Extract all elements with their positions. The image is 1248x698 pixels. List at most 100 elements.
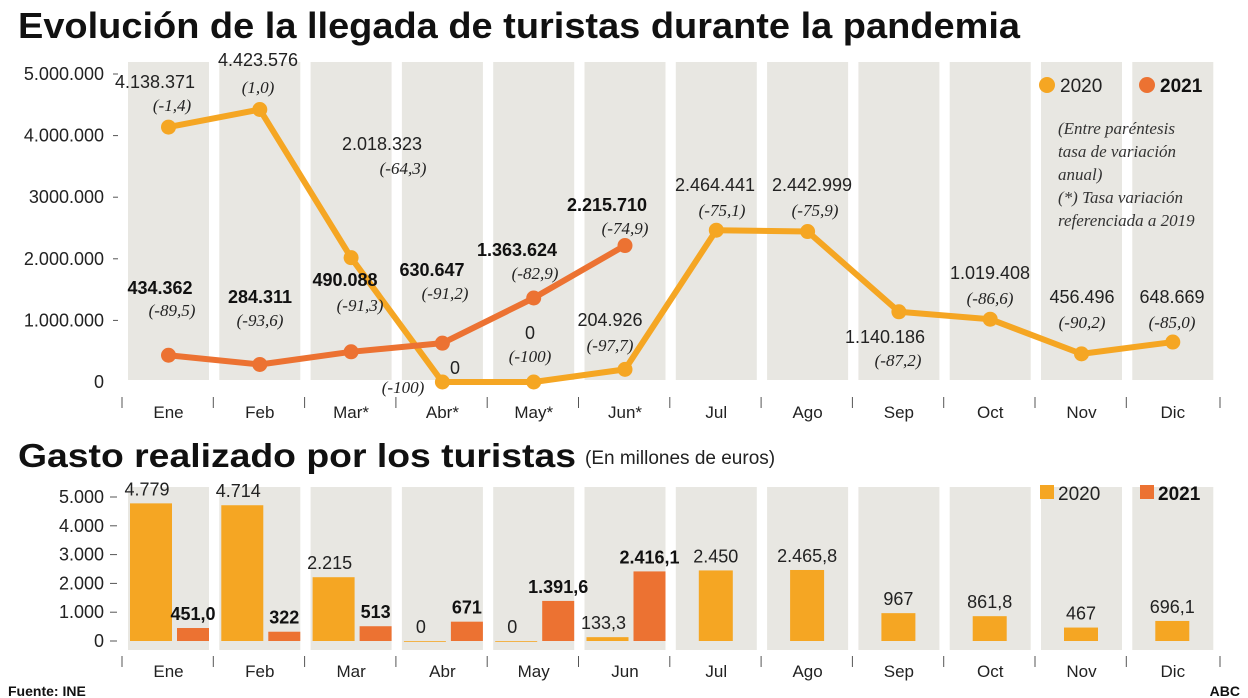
data-label-2020: 1.140.186 — [845, 327, 925, 347]
variation-label-2020: (-64,3) — [380, 159, 427, 178]
variation-label-2020: (-97,7) — [587, 336, 634, 355]
y-tick-label: 5.000 — [59, 487, 104, 507]
bar-label-2020: 967 — [883, 589, 913, 609]
variation-label-2020: (-100) — [509, 347, 552, 366]
y-tick-label: 5.000.000 — [24, 64, 104, 84]
data-point-2020 — [526, 374, 542, 390]
variation-label-2021: (-74,9) — [602, 219, 649, 238]
note-line: anual) — [1058, 165, 1103, 184]
bar-2020 — [221, 505, 264, 641]
bar-label-2020: 4.779 — [124, 479, 169, 499]
x-tick-label: Sep — [884, 662, 914, 681]
legend-2020-label: 2020 — [1060, 76, 1102, 97]
x-tick-label: May — [518, 662, 551, 681]
data-label-2021: 630.647 — [399, 260, 464, 280]
x-tick-label: Feb — [245, 403, 274, 422]
data-point-2020 — [891, 304, 907, 320]
y-tick-label: 3000.000 — [29, 187, 104, 207]
legend-2021-label: 2021 — [1160, 76, 1203, 97]
variation-label-2020: (-75,9) — [792, 201, 839, 220]
bar-2021 — [268, 631, 301, 641]
data-label-2020: 4.138.371 — [115, 72, 195, 92]
bar-2021 — [542, 600, 575, 641]
bar-2020 — [790, 569, 825, 641]
month-panel — [1041, 487, 1122, 650]
bar-label-2020: 2.450 — [693, 546, 738, 566]
arrivals-chart-title: Evolución de la llegada de turistas dura… — [18, 5, 1021, 46]
month-panel — [128, 62, 209, 380]
y-tick-label: 2.000.000 — [24, 249, 104, 269]
y-tick-label: 0 — [94, 631, 104, 651]
data-label-2020: 0 — [525, 323, 535, 343]
variation-label-2020: (-86,6) — [967, 289, 1014, 308]
data-label-2020: 2.464.441 — [675, 175, 755, 195]
x-tick-label: Oct — [977, 403, 1004, 422]
data-label-2020: 2.018.323 — [342, 134, 422, 154]
x-tick-label: Feb — [245, 662, 274, 681]
data-point-2020 — [1165, 334, 1181, 350]
note-line: referenciada a 2019 — [1058, 211, 1195, 230]
data-point-2020 — [708, 222, 724, 238]
month-panel — [1132, 62, 1214, 380]
bar-label-2020: 2.215 — [307, 553, 352, 573]
spending-legend: 2020 2021 — [1040, 484, 1201, 505]
variation-label-2021: (-91,3) — [337, 296, 384, 315]
bar-label-2020: 0 — [416, 617, 426, 637]
bar-2021 — [450, 621, 483, 641]
x-tick-label: Jul — [705, 403, 727, 422]
x-tick-label: Abr — [429, 662, 456, 681]
y-tick-label: 1.000 — [59, 602, 104, 622]
x-tick-label: Ene — [153, 403, 183, 422]
legend-2021-label: 2021 — [1158, 484, 1201, 505]
data-label-2021: 490.088 — [312, 270, 377, 290]
month-panel — [493, 62, 575, 380]
data-label-2020: 648.669 — [1139, 287, 1204, 307]
y-tick-label: 1.000.000 — [24, 310, 104, 330]
bar-2020 — [586, 637, 629, 641]
x-tick-label: Mar — [336, 662, 366, 681]
month-panel — [858, 62, 940, 380]
arrivals-legend: 2020 2021 — [1039, 76, 1203, 97]
bar-2020 — [972, 616, 1007, 641]
legend-2021-swatch — [1140, 485, 1154, 499]
variation-label-2021: (-93,6) — [237, 311, 284, 330]
x-tick-label: Abr* — [426, 403, 459, 422]
data-label-2021: 2.215.710 — [567, 195, 647, 215]
data-point-2021 — [252, 356, 268, 372]
x-tick-label: Ago — [792, 403, 822, 422]
bar-label-2021: 2.416,1 — [619, 547, 679, 567]
variation-label-2020: (-1,4) — [153, 96, 192, 115]
data-point-2020 — [252, 102, 268, 118]
variation-label-2020: (-90,2) — [1059, 313, 1106, 332]
bar-label-2021: 451,0 — [170, 604, 215, 624]
bar-label-2020: 2.465,8 — [777, 546, 837, 566]
note-line: (*) Tasa variación — [1058, 188, 1183, 207]
data-label-2020: 4.423.576 — [218, 50, 298, 70]
bar-2020 — [1064, 627, 1098, 641]
x-tick-label: Jul — [705, 662, 727, 681]
y-tick-label: 4.000 — [59, 516, 104, 536]
bar-label-2020: 133,3 — [581, 613, 626, 633]
variation-label-2020: (-100) — [382, 378, 425, 397]
data-point-2020 — [434, 374, 450, 390]
bar-label-2020: 467 — [1066, 604, 1096, 624]
bar-label-2020: 4.714 — [216, 481, 261, 501]
x-tick-label: Oct — [977, 662, 1004, 681]
note-line: (Entre paréntesis — [1058, 119, 1175, 138]
data-label-2020: 0 — [450, 358, 460, 378]
y-tick-label: 0 — [94, 372, 104, 392]
variation-label-2020: (-75,1) — [699, 201, 746, 220]
bar-2020 — [130, 503, 172, 641]
legend-2021-marker — [1139, 77, 1155, 93]
bar-2020 — [312, 577, 355, 641]
bar-label-2021: 671 — [452, 598, 482, 618]
legend-2020-swatch — [1040, 485, 1054, 499]
bar-label-2021: 1.391,6 — [528, 577, 588, 597]
data-point-2020 — [617, 361, 633, 377]
data-point-2021 — [343, 344, 359, 360]
x-tick-label: Jun — [611, 662, 638, 681]
series-2021-line — [168, 242, 627, 368]
variation-label-2021: (-82,9) — [512, 264, 559, 283]
x-tick-label: Dic — [1161, 662, 1186, 681]
variation-label-2020: (-87,2) — [875, 351, 922, 370]
